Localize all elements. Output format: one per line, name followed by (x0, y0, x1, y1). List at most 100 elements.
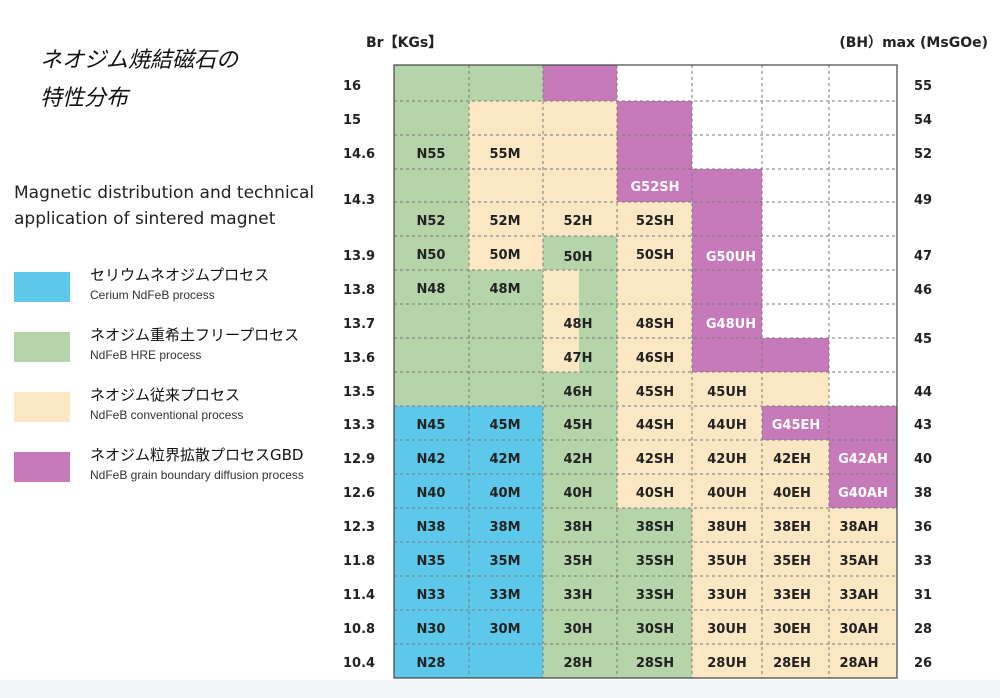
grade-label: N52 (417, 214, 446, 229)
bhmax-tick-label: 55 (914, 79, 932, 94)
grade-label: 52H (564, 214, 593, 229)
br-tick-label: 11.4 (343, 588, 375, 603)
grade-label: 38M (489, 520, 520, 535)
bhmax-tick-label: 31 (914, 588, 932, 603)
region-gbd (543, 65, 617, 101)
grade-label: 30AH (839, 622, 878, 637)
grade-label: 52M (489, 214, 520, 229)
grade-label: 48H (564, 317, 593, 332)
grade-label: N28 (417, 656, 446, 671)
grade-label: 42M (489, 452, 520, 467)
grade-label: 38UH (707, 520, 747, 535)
grade-label: 28H (564, 656, 593, 671)
grade-label: 40H (564, 486, 593, 501)
br-tick-label: 13.6 (343, 351, 375, 366)
grade-label: 33AH (839, 588, 878, 603)
grade-label: 35H (564, 554, 593, 569)
right-axis-label: (BH）max (MsGOe) (839, 35, 988, 51)
bhmax-tick-label: 36 (914, 520, 932, 535)
legend-label-jp: ネオジム粒界拡散プロセスGBD (90, 446, 304, 464)
grade-label: 45UH (707, 385, 747, 400)
grade-label: 28UH (707, 656, 747, 671)
br-tick-label: 13.7 (343, 317, 375, 332)
bottom-strip (0, 680, 1000, 698)
grade-label: 42SH (636, 452, 674, 467)
grade-label: N45 (417, 418, 446, 433)
grade-label: 33UH (707, 588, 747, 603)
grade-label: N38 (417, 520, 446, 535)
grade-label: 38EH (773, 520, 811, 535)
bhmax-tick-label: 54 (914, 113, 932, 128)
grade-label: 35AH (839, 554, 878, 569)
grade-label: 52SH (636, 214, 674, 229)
br-tick-label: 14.3 (343, 193, 375, 208)
bhmax-tick-label: 28 (914, 622, 932, 637)
bhmax-tick-label: 40 (914, 452, 932, 467)
grade-label: G40AH (838, 486, 888, 501)
region-conventional (692, 372, 762, 678)
region-conventional (505, 169, 543, 270)
grade-label: G52SH (630, 180, 679, 195)
br-tick-label: 13.5 (343, 385, 375, 400)
grade-label: 44SH (636, 418, 674, 433)
grade-label: N48 (417, 282, 446, 297)
left-axis-label: Br【KGs】 (366, 35, 442, 51)
grade-label: G48UH (706, 317, 756, 332)
br-tick-label: 15 (343, 113, 361, 128)
grade-label: N30 (417, 622, 446, 637)
grade-label: 42H (564, 452, 593, 467)
grade-label: 48SH (636, 317, 674, 332)
region-hre (617, 508, 692, 678)
bhmax-tick-label: 47 (914, 249, 932, 264)
page-title: ネオジム焼結磁石の 特性分布 (40, 48, 239, 111)
grade-label: 42EH (773, 452, 811, 467)
grade-label: N40 (417, 486, 446, 501)
legend-label-en: Cerium NdFeB process (90, 288, 215, 302)
region-gbd (829, 406, 897, 508)
legend-label-en: NdFeB conventional process (90, 408, 244, 422)
grade-label: N50 (417, 248, 446, 263)
br-tick-label: 12.3 (343, 520, 375, 535)
grade-label: 45SH (636, 385, 674, 400)
br-tick-label: 10.4 (343, 656, 375, 671)
grade-label: 45M (489, 418, 520, 433)
grade-label: 40UH (707, 486, 747, 501)
grade-label: 33EH (773, 588, 811, 603)
br-tick-label: 13.9 (343, 249, 375, 264)
grade-label: 42UH (707, 452, 747, 467)
grade-label: 28SH (636, 656, 674, 671)
grade-label: 28EH (773, 656, 811, 671)
region-conventional (829, 508, 897, 678)
bhmax-tick-label: 44 (914, 385, 932, 400)
region-conventional (543, 270, 579, 372)
legend-label-jp: セリウムネオジムプロセス (90, 266, 270, 284)
grade-label: G45EH (772, 418, 821, 433)
chart-subtitle: Magnetic distribution and technical appl… (14, 183, 315, 229)
grade-label: 38SH (636, 520, 674, 535)
grade-label: 40M (489, 486, 520, 501)
legend-label-en: NdFeB grain boundary diffusion process (90, 468, 304, 482)
br-tick-label: 16 (343, 79, 361, 94)
grade-label: N42 (417, 452, 446, 467)
grade-label: 55M (489, 147, 520, 162)
grade-label: 33SH (636, 588, 674, 603)
grade-label: G42AH (838, 452, 888, 467)
grade-label: 35M (489, 554, 520, 569)
grade-label: 50SH (636, 248, 674, 263)
legend-label-en: NdFeB HRE process (90, 348, 202, 362)
grade-label: 30M (489, 622, 520, 637)
grade-label: 35UH (707, 554, 747, 569)
grade-label: 46SH (636, 351, 674, 366)
grade-label: 46H (564, 385, 593, 400)
region-conventional (762, 372, 829, 406)
grade-label: 30H (564, 622, 593, 637)
legend-swatch-hre (14, 332, 70, 362)
legend-swatch-gbd (14, 452, 70, 482)
grade-label: 35SH (636, 554, 674, 569)
grade-label: 45H (564, 418, 593, 433)
bhmax-tick-label: 45 (914, 332, 932, 347)
grade-label: N55 (417, 147, 446, 162)
br-tick-label: 13.3 (343, 418, 375, 433)
grade-label: G50UH (706, 250, 756, 265)
grade-label: 28AH (839, 656, 878, 671)
